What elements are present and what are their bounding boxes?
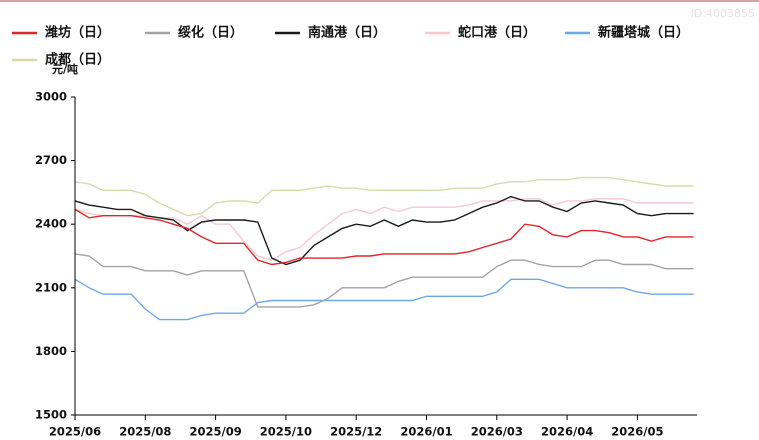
x-tick-label: 2025/10 <box>260 425 312 439</box>
series-line <box>74 176 694 217</box>
x-tick-label: 2026/05 <box>611 425 663 439</box>
y-tick-label: 2700 <box>35 153 67 167</box>
x-tick-label: 2026/03 <box>471 425 523 439</box>
y-tick-label: 3000 <box>35 90 67 104</box>
y-tick-label: 1800 <box>35 344 67 358</box>
series-line <box>74 208 694 266</box>
y-axis-label: 元/吨 <box>52 62 78 76</box>
legend-label: 绥化（日） <box>178 25 243 41</box>
x-tick-label: 2025/09 <box>189 425 241 439</box>
series-line <box>74 195 694 266</box>
series-line <box>74 278 694 321</box>
legend-label: 南通港（日） <box>308 25 386 41</box>
series-line <box>74 253 694 308</box>
legend-label: 潍坊（日） <box>45 25 110 41</box>
legend-label: 新疆塔城（日） <box>598 25 689 41</box>
y-tick-label: 1500 <box>35 408 67 422</box>
legend-label: 蛇口港（日） <box>458 25 536 41</box>
x-tick-label: 2026/04 <box>541 425 593 439</box>
x-tick-label: 2025/06 <box>49 425 101 439</box>
legend-label: 成都（日） <box>45 52 110 68</box>
x-tick-label: 2026/01 <box>400 425 452 439</box>
y-tick-label: 2100 <box>35 280 67 294</box>
x-tick-label: 2025/12 <box>330 425 382 439</box>
x-tick-label: 2025/08 <box>119 425 171 439</box>
watermark: ID:4003855 <box>691 7 755 20</box>
y-tick-label: 2400 <box>35 217 67 231</box>
series-line <box>74 198 694 261</box>
